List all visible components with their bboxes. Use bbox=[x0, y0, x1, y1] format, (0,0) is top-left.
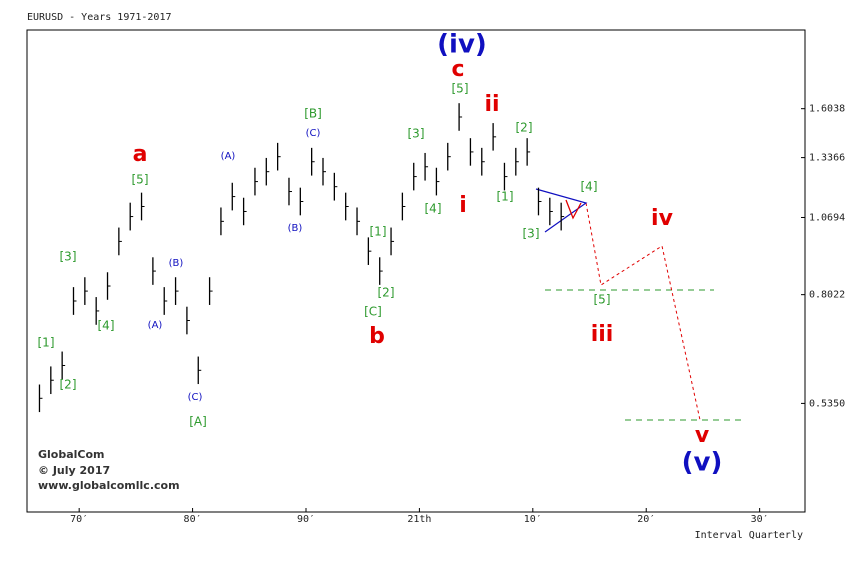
triangle bbox=[535, 188, 588, 233]
interval-note: Interval Quarterly bbox=[695, 530, 803, 541]
wave-label: (A) bbox=[221, 151, 236, 162]
projection-path bbox=[585, 202, 701, 421]
y-tick-label: 1.3366 bbox=[809, 153, 845, 164]
wave-label: [5] bbox=[594, 293, 611, 307]
wave-label: iv bbox=[651, 206, 674, 231]
wave-label: [5] bbox=[132, 173, 149, 187]
x-tick-label: 70′ bbox=[70, 514, 88, 525]
y-tick-label: 0.8022 bbox=[809, 290, 845, 301]
wave-label: [1] bbox=[370, 225, 387, 239]
wave-label: (iv) bbox=[437, 30, 487, 60]
wave-label: [3] bbox=[60, 250, 77, 264]
x-tick-label: 21th bbox=[407, 514, 431, 525]
credit: www.globalcomllc.com bbox=[38, 479, 180, 492]
wave-label: [2] bbox=[60, 378, 77, 392]
credit: © July 2017 bbox=[38, 464, 110, 477]
wave-label: (C) bbox=[188, 392, 203, 403]
wave-label: v bbox=[695, 423, 710, 448]
wave-label: [A] bbox=[189, 415, 207, 429]
credit: GlobalCom bbox=[38, 448, 105, 461]
wave-label: [B] bbox=[304, 107, 322, 121]
wave-label: [3] bbox=[523, 227, 540, 241]
v-mark bbox=[565, 199, 582, 220]
y-tick-label: 1.0694 bbox=[809, 212, 845, 223]
wave-label: [1] bbox=[497, 190, 514, 204]
wave-label: [4] bbox=[98, 319, 115, 333]
wave-label: a bbox=[133, 142, 148, 167]
x-tick-label: 20′ bbox=[637, 514, 655, 525]
wave-label: (v) bbox=[682, 448, 723, 478]
x-tick-label: 10′ bbox=[524, 514, 542, 525]
x-tick-label: 80′ bbox=[184, 514, 202, 525]
plot-frame bbox=[26, 29, 806, 513]
wave-label: i bbox=[459, 193, 467, 218]
wave-label: [3] bbox=[408, 127, 425, 141]
wave-label: c bbox=[451, 57, 464, 82]
chart-title: EURUSD - Years 1971-2017 bbox=[27, 12, 172, 23]
x-tick-label: 30′ bbox=[751, 514, 769, 525]
wave-label: [5] bbox=[452, 82, 469, 96]
wave-label: [2] bbox=[516, 121, 533, 135]
projection bbox=[535, 188, 742, 421]
wave-label: [C] bbox=[364, 305, 382, 319]
y-tick-label: 1.6038 bbox=[809, 104, 845, 115]
wave-label: [1] bbox=[38, 336, 55, 350]
wave-label: (C) bbox=[306, 128, 321, 139]
wave-label: (B) bbox=[288, 223, 303, 234]
y-tick-label: 0.5350 bbox=[809, 398, 845, 409]
wave-label: [2] bbox=[378, 286, 395, 300]
wave-label: iii bbox=[591, 322, 614, 347]
wave-label: [4] bbox=[425, 202, 442, 216]
wave-label: ii bbox=[484, 92, 499, 117]
wave-label: (A) bbox=[148, 320, 163, 331]
wave-label: [4] bbox=[581, 180, 598, 194]
wave-label: (B) bbox=[169, 258, 184, 269]
wave-label: b bbox=[369, 324, 385, 349]
x-tick-label: 90′ bbox=[297, 514, 315, 525]
